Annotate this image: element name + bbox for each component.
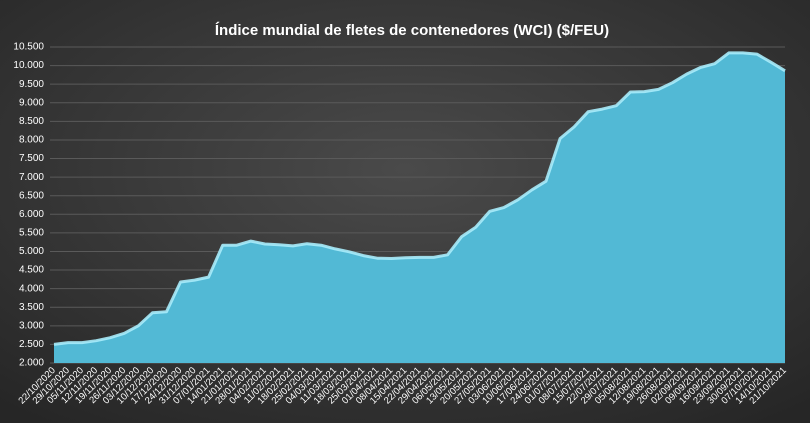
y-tick-label: 9.500 — [19, 79, 44, 90]
y-tick-label: 7.500 — [19, 153, 44, 164]
area-outline — [53, 51, 786, 346]
y-tick-label: 10.500 — [13, 42, 44, 53]
y-tick-label: 3.000 — [19, 320, 44, 331]
y-tick-label: 4.000 — [19, 283, 44, 294]
y-tick-label: 6.500 — [19, 190, 44, 201]
y-tick-label: 4.500 — [19, 265, 44, 276]
y-tick-label: 8.500 — [19, 116, 44, 127]
y-tick-label: 3.500 — [19, 302, 44, 313]
y-tick-label: 6.000 — [19, 209, 44, 220]
area — [54, 52, 785, 364]
y-tick-label: 2.500 — [19, 339, 44, 350]
y-tick-label: 5.000 — [19, 246, 44, 257]
y-tick-label: 8.000 — [19, 135, 44, 146]
y-tick-label: 5.500 — [19, 228, 44, 239]
y-tick-label: 2.000 — [19, 358, 44, 369]
y-tick-label: 9.000 — [19, 97, 44, 108]
y-tick-label: 7.000 — [19, 172, 44, 183]
chart-title: Índice mundial de fletes de contenedores… — [215, 22, 609, 39]
y-tick-label: 10.000 — [13, 60, 44, 71]
